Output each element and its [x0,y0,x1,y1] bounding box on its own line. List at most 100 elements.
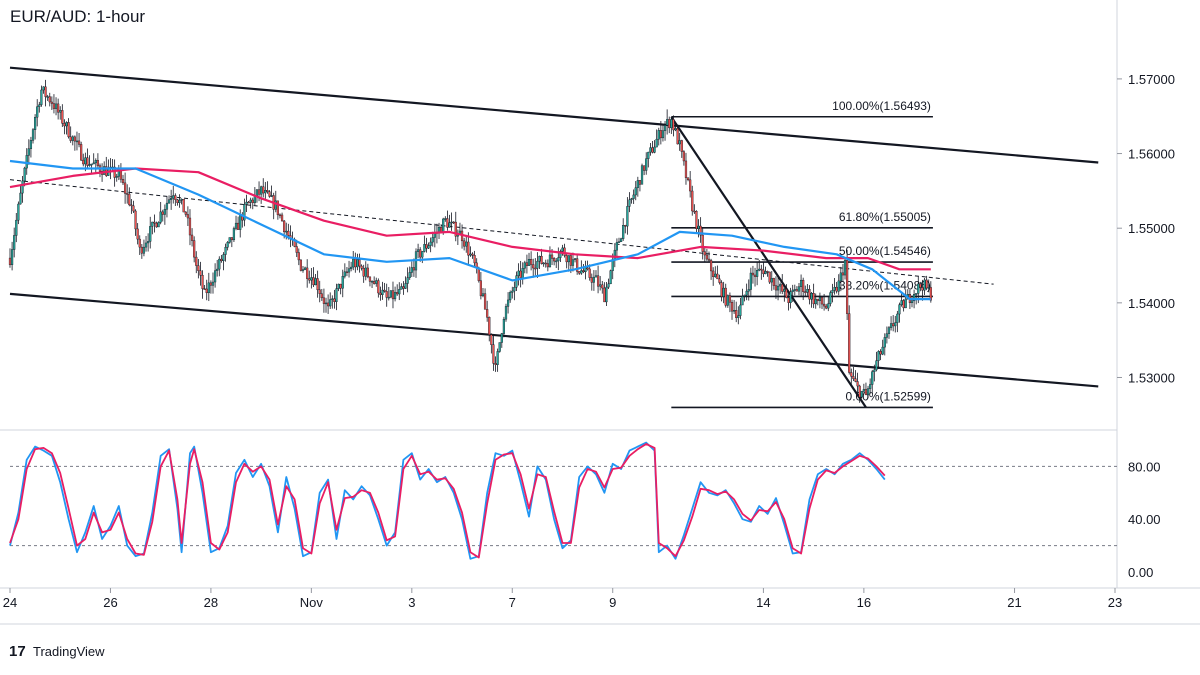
candle-body [314,278,317,286]
fibonacci-retracement[interactable]: 100.00%(1.56493) 61.80%(1.55005) 50.00%(1.… [671,99,933,409]
candle-body [678,140,681,145]
candlestick-series [8,79,932,403]
candle-body [630,198,633,201]
candle-body [739,304,742,316]
candle-body [159,211,162,223]
candle-body [113,166,116,178]
candle-body [823,303,826,307]
candle-body [48,96,51,103]
candle-body [624,225,627,227]
trend-line[interactable] [9,292,1099,388]
candle-body [783,289,786,292]
price-tick-label: 1.56000 [1128,147,1175,162]
candle-body [561,247,564,252]
candle-body [569,255,572,266]
candle-body [910,300,914,304]
trend-line[interactable] [9,66,1099,164]
candle-body [793,289,796,291]
candle-body [860,390,863,398]
candle-body [812,293,815,305]
candle-body [278,214,282,217]
candle-body [663,125,667,131]
candle-body [389,290,392,298]
price-tick-label: 1.57000 [1128,72,1175,87]
candle-body [563,247,566,256]
candle-body [519,270,522,278]
candle-body [34,116,37,130]
candle-body [716,273,719,280]
candle-body [157,222,160,228]
candle-body [682,151,685,162]
candle-body [163,209,166,215]
candle-body [8,257,12,265]
moving-average-series [9,159,931,301]
price-tick-label: 1.54000 [1128,296,1175,311]
candle-body [406,277,409,284]
candle-body [483,293,487,310]
candle-body [331,298,334,300]
candle-body [251,199,254,203]
candle-body [182,198,185,213]
candle-body [619,238,623,242]
candle-body [402,286,405,289]
candle-body [46,96,49,98]
time-tick-label: 21 [1007,595,1021,610]
candle-body [373,280,376,284]
candle-body [774,285,778,291]
price-tick-label: 1.55000 [1128,221,1175,236]
candle-body [38,104,41,107]
candle-body [582,270,585,273]
time-tick-label: 3 [408,595,415,610]
candle-body [808,289,811,300]
candle-body [444,218,447,220]
candle-body [904,298,907,309]
candle-body [737,315,740,318]
oscillator-tick-label: 40.00 [1128,512,1161,527]
candle-body [408,272,411,278]
candle-body [584,267,587,273]
candle-body [299,259,302,271]
candle-body [728,295,732,303]
fib-level-label: 61.80%(1.55005) [839,210,931,224]
candle-body [142,246,146,254]
candle-body [280,214,284,222]
candle-body [770,278,773,283]
fib-level-label: 38.20%(1.54086) [839,278,931,292]
candle-body [19,192,22,205]
candle-body [316,278,319,291]
candle-body [827,303,830,309]
candle-body [599,284,602,287]
candle-body [481,293,485,297]
candle-body [534,267,537,270]
candle-body [421,251,424,258]
candle-body [375,280,378,284]
candle-body [67,122,70,138]
candle-body [668,119,671,129]
candle-body [429,241,432,246]
candle-body [88,164,91,166]
candle-body [866,388,870,396]
time-tick-label: 9 [609,595,616,610]
candle-body [917,283,920,294]
candle-body [40,89,43,105]
candle-body [138,238,141,248]
candle-body [96,160,99,166]
candle-body [103,166,106,175]
candle-body [243,204,246,221]
candle-body [810,293,813,300]
candle-body [115,176,118,178]
candle-body [124,182,127,194]
candle-body [651,147,654,153]
candle-body [119,170,123,180]
candle-body [276,200,279,216]
candle-body [714,273,717,277]
candle-body [756,270,759,277]
candle-body [385,291,388,298]
candle-body [615,242,619,251]
candle-body [657,130,660,140]
candle-body [797,286,801,292]
candle-body [270,195,273,197]
candle-body [266,190,269,192]
candle-body [521,268,524,278]
